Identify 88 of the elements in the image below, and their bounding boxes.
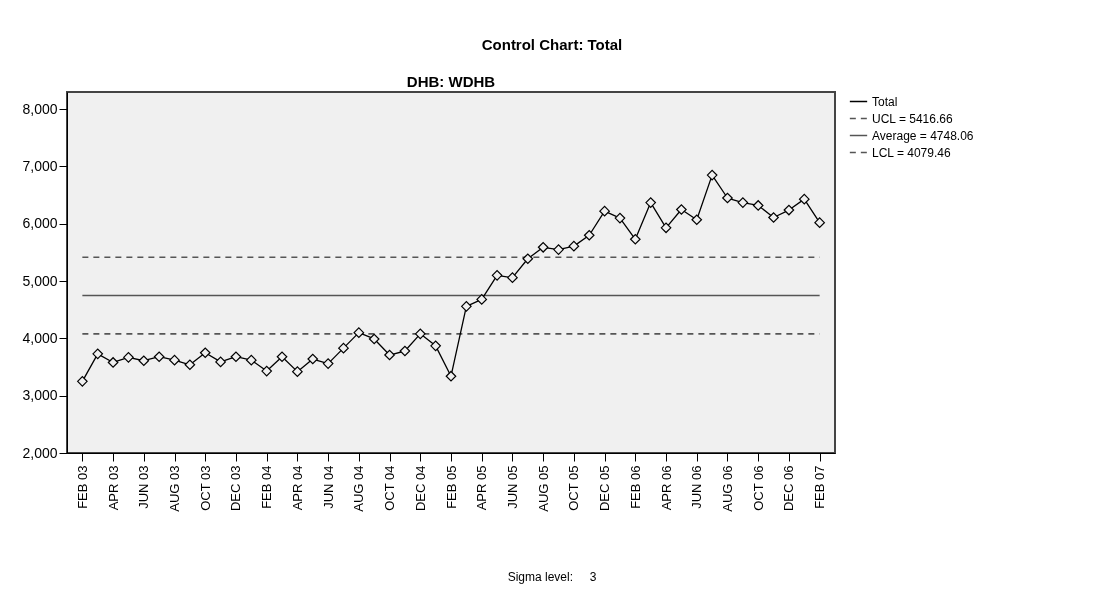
x-tick-label: FEB 06 — [627, 465, 643, 509]
point — [77, 376, 88, 387]
x-tick-label: FEB 07 — [812, 465, 828, 509]
point — [399, 345, 411, 357]
point — [676, 204, 687, 215]
point — [614, 212, 626, 224]
point — [645, 197, 657, 208]
point — [169, 354, 180, 366]
x-tick-label: APR 05 — [474, 465, 490, 511]
point — [153, 351, 165, 363]
x-tick-label: DEC 03 — [228, 465, 244, 512]
x-tick-label: JUN 03 — [136, 465, 152, 509]
point — [322, 358, 334, 369]
x-tick-label: AUG 06 — [719, 465, 735, 512]
y-tick-label: 6,000 — [22, 215, 58, 232]
point — [568, 240, 580, 252]
x-tick-label: OCT 05 — [566, 465, 582, 511]
y-tick-label: 3,000 — [22, 387, 58, 404]
x-tick-label: FEB 03 — [74, 465, 90, 509]
x-tick-label: OCT 04 — [382, 465, 398, 511]
legend-label: Total — [872, 94, 898, 109]
point — [599, 205, 610, 217]
x-tick-label: JUN 04 — [320, 465, 336, 509]
point — [583, 229, 595, 241]
point — [737, 197, 749, 208]
point — [706, 169, 718, 181]
point — [353, 327, 365, 339]
y-tick-label: 5,000 — [22, 272, 58, 289]
point — [414, 328, 426, 340]
y-tick-label: 7,000 — [22, 157, 58, 174]
x-tick-label: APR 03 — [105, 465, 121, 511]
point — [629, 233, 641, 245]
x-tick-label: APR 04 — [289, 465, 305, 511]
x-tick-label: AUG 04 — [351, 465, 367, 512]
x-tick-label: FEB 04 — [259, 465, 275, 509]
legend-label: LCL = 4079.46 — [872, 145, 951, 160]
point — [138, 355, 150, 367]
point — [783, 204, 795, 216]
y-tick-label: 4,000 — [22, 329, 58, 346]
x-tick-label: DEC 04 — [412, 465, 428, 512]
point — [430, 340, 441, 352]
legend-label: Average = 4748.06 — [872, 128, 974, 143]
point — [445, 370, 457, 382]
point — [722, 192, 733, 204]
point — [276, 351, 288, 363]
x-tick-label: APR 06 — [658, 465, 674, 511]
point — [338, 342, 349, 354]
x-tick-label: DEC 06 — [781, 465, 797, 512]
point — [123, 351, 134, 363]
point — [215, 356, 226, 368]
x-tick-label: FEB 05 — [443, 465, 459, 509]
point — [92, 348, 104, 360]
point — [307, 353, 319, 365]
point — [261, 365, 273, 377]
x-tick-label: AUG 05 — [535, 465, 551, 512]
x-tick-label: AUG 03 — [167, 465, 183, 512]
point — [660, 222, 672, 234]
legend-label: UCL = 5416.66 — [872, 111, 953, 126]
chart-subtitle: DHB: WDHB — [406, 73, 496, 90]
point — [553, 244, 564, 255]
point — [368, 333, 380, 345]
x-tick-label: OCT 03 — [197, 465, 213, 511]
point — [461, 300, 472, 312]
point — [537, 241, 549, 253]
point — [768, 212, 779, 223]
point — [798, 193, 810, 205]
point — [491, 270, 503, 281]
point — [476, 294, 488, 305]
point — [507, 272, 518, 283]
x-tick-label: OCT 06 — [750, 465, 766, 511]
point — [245, 354, 257, 366]
point — [522, 253, 534, 265]
point — [184, 359, 196, 371]
point — [107, 357, 119, 368]
x-tick-label: JUN 06 — [689, 465, 705, 509]
point — [814, 217, 825, 228]
text: Sigma level: 3 — [506, 570, 598, 584]
point — [230, 351, 242, 363]
point — [752, 200, 764, 211]
point — [691, 214, 703, 226]
y-tick-label: 8,000 — [22, 100, 58, 117]
x-tick-label: DEC 05 — [597, 465, 613, 512]
point — [199, 347, 211, 359]
x-tick-label: JUN 05 — [504, 465, 520, 509]
y-tick-label: 2,000 — [22, 444, 58, 461]
point — [292, 366, 303, 377]
chart-title: Control Chart: Total — [480, 36, 624, 53]
point — [384, 349, 395, 361]
